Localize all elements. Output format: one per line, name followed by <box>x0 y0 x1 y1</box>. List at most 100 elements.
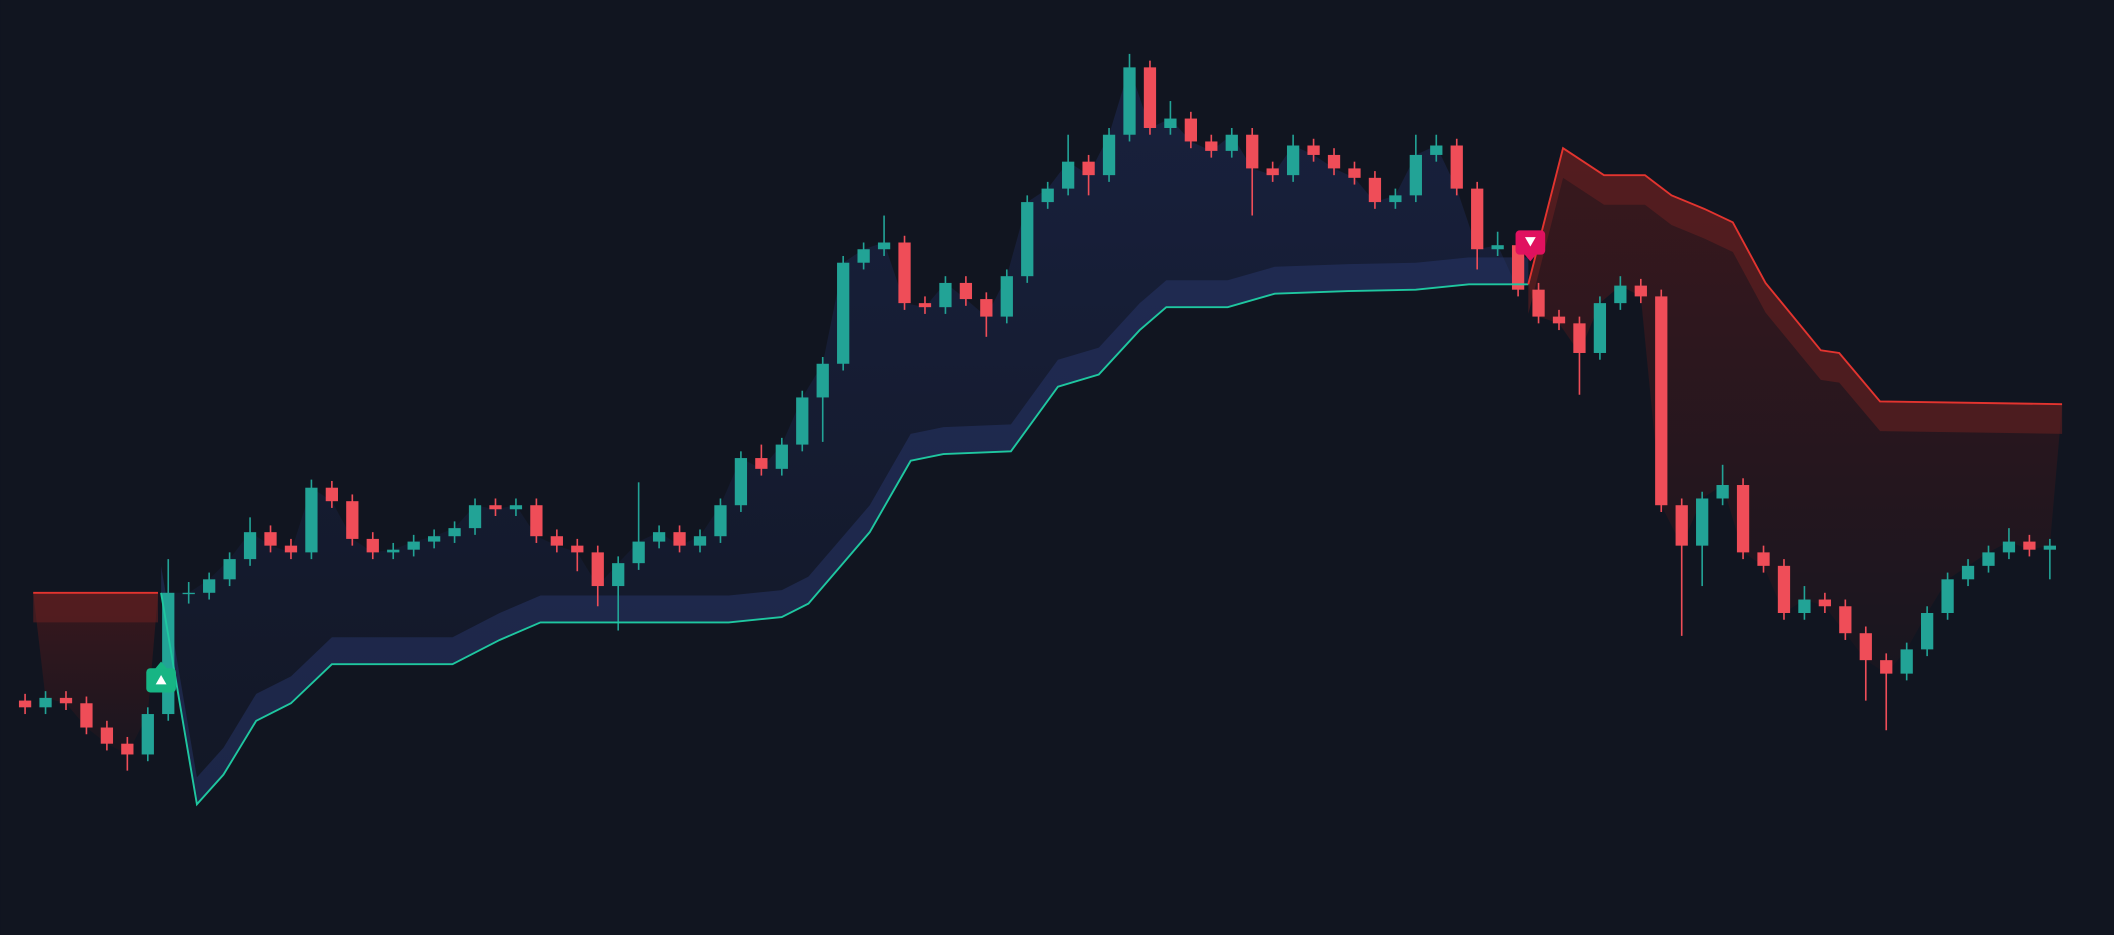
candle-body <box>1961 565 1975 580</box>
candle-body <box>755 458 768 469</box>
signal-pointer <box>154 661 168 670</box>
candle-body <box>325 487 339 502</box>
candle-body <box>1777 565 1791 614</box>
candle-body <box>1205 141 1218 151</box>
candle-body <box>1041 188 1054 203</box>
candle-body <box>612 563 625 587</box>
candle-body <box>959 282 973 300</box>
candle-body <box>1368 177 1382 203</box>
candle-body <box>59 697 73 704</box>
candle-body <box>203 579 216 593</box>
candle-body <box>1164 118 1177 128</box>
candle-body <box>632 541 645 564</box>
candle-body <box>1327 154 1341 169</box>
candle-body <box>1859 633 1872 661</box>
candle-body <box>1573 323 1586 353</box>
candle-body <box>1941 579 1954 614</box>
candle-body <box>1491 245 1504 250</box>
candle-body <box>1696 498 1709 546</box>
trend-fill <box>161 67 1529 805</box>
candle-body <box>182 592 195 595</box>
signal-arrow <box>1524 237 1536 247</box>
candle-body <box>1593 303 1607 353</box>
trend-band <box>1528 148 2063 434</box>
candle-body <box>1880 660 1893 674</box>
candle-body <box>714 505 727 537</box>
candle-body <box>366 538 379 553</box>
candle-body <box>857 249 870 263</box>
candle-body <box>1450 145 1463 189</box>
candle-body <box>2043 545 2056 550</box>
candle-body <box>264 532 277 546</box>
candle-body <box>693 536 707 546</box>
candle-body <box>1839 606 1852 634</box>
candle-body <box>1900 649 1913 674</box>
candle-body <box>223 559 236 580</box>
candle-body <box>387 549 400 553</box>
candle-body <box>18 700 32 708</box>
candle-body <box>1430 145 1443 155</box>
candle-body <box>1716 485 1729 499</box>
candle-body <box>141 714 154 755</box>
trend-line <box>160 283 1529 807</box>
candle-body <box>509 505 523 510</box>
candle-body <box>243 532 257 560</box>
candle-body <box>898 242 911 304</box>
candle-body <box>2023 541 2036 550</box>
candle-body <box>1143 67 1157 128</box>
candle-body <box>1614 285 1627 304</box>
candle-body <box>1552 316 1566 324</box>
candle-body <box>1798 599 1811 614</box>
candle-body <box>284 545 298 553</box>
candle-body <box>407 541 420 550</box>
candle-body <box>877 242 891 250</box>
candle-body <box>1736 485 1750 553</box>
candle-body <box>734 458 748 506</box>
candle-body <box>1675 505 1688 546</box>
candle-body <box>1389 195 1402 203</box>
signal-arrow <box>155 674 167 685</box>
signal-pointer <box>1523 253 1538 262</box>
candle-body <box>1655 296 1668 506</box>
candle-body <box>939 282 952 308</box>
signals <box>146 230 1546 693</box>
bands <box>33 148 2063 805</box>
candle-body <box>837 262 850 364</box>
candle-body <box>427 536 441 542</box>
candle-body <box>1409 154 1422 196</box>
candle-body <box>673 532 686 546</box>
candle-body <box>39 697 52 708</box>
candle-body <box>550 536 563 546</box>
candle-body <box>1757 552 1770 566</box>
candle-body <box>775 444 788 469</box>
trend-fill <box>33 592 159 755</box>
candle-body <box>346 501 359 539</box>
candle-body <box>1102 134 1116 176</box>
candle-body <box>1818 599 1832 607</box>
candle-body <box>796 397 809 445</box>
candle-body <box>1021 202 1034 277</box>
candle-body <box>918 303 932 308</box>
fills <box>33 67 2063 805</box>
candle-body <box>121 743 134 755</box>
candle-body <box>448 528 461 537</box>
candle-body <box>305 487 318 553</box>
signal-marker <box>146 661 176 693</box>
candle-body <box>1634 285 1647 297</box>
candle-body <box>80 703 93 728</box>
candle-body <box>1266 168 1279 176</box>
candle-body <box>1082 161 1095 176</box>
candle-body <box>571 545 584 553</box>
trend-line <box>1527 146 2063 406</box>
candle-body <box>1921 613 1934 650</box>
candle-body <box>1982 552 1995 566</box>
candle-body <box>816 363 829 398</box>
candles <box>18 53 2056 771</box>
candle-body <box>2002 541 2016 553</box>
candle-body <box>652 532 666 542</box>
candle-body <box>1123 67 1136 135</box>
candle-body <box>1184 118 1197 142</box>
candle-body <box>1062 161 1075 189</box>
